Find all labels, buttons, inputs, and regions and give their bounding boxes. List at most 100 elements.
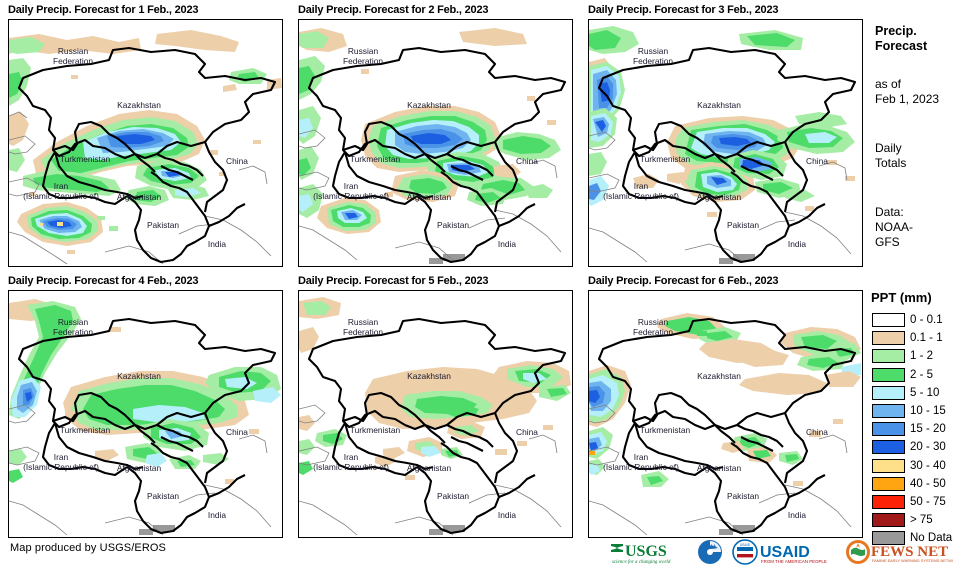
svg-text:Kazakhstan: Kazakhstan [407, 371, 451, 381]
precip-raster-5 [299, 297, 571, 535]
legend-label: 50 - 75 [910, 495, 946, 508]
forecast-panel-6: Daily Precip. Forecast for 6 Feb., 2023 [588, 275, 863, 538]
legend-swatch [872, 313, 905, 328]
map-canvas-4: Russian Federation Kazakhstan Turkmenist… [9, 291, 282, 537]
legend-row: 15 - 20 [872, 420, 965, 438]
svg-text:Pakistan: Pakistan [727, 491, 759, 501]
legend-row: 40 - 50 [872, 475, 965, 493]
svg-text:(Islamic Republic of): (Islamic Republic of) [313, 462, 389, 472]
info-totals-line2: Totals [875, 156, 907, 170]
label-iran: Iran [54, 181, 69, 191]
svg-text:Turkmenistan: Turkmenistan [60, 425, 111, 435]
legend-label: 1 - 2 [910, 350, 934, 363]
svg-text:Pakistan: Pakistan [437, 220, 469, 230]
map-frame-5: Russian Federation Kazakhstan Turkmenist… [298, 290, 573, 538]
legend-label: 40 - 50 [910, 477, 946, 490]
label-china: China [226, 156, 248, 166]
precip-raster-1 [9, 30, 282, 254]
svg-text:USAID: USAID [740, 543, 751, 547]
legend-row: 10 - 15 [872, 402, 965, 420]
svg-text:FEWS NET: FEWS NET [871, 544, 948, 560]
svg-text:(Islamic Republic of): (Islamic Republic of) [23, 191, 99, 201]
map-frame-1: Russian Federation Kazakhstan Turkmenist… [8, 19, 283, 267]
info-asof-line1: as of [875, 77, 902, 91]
legend-swatch [872, 349, 905, 364]
country-borders-2 [307, 46, 567, 264]
svg-text:China: China [516, 156, 538, 166]
svg-text:Afghanistan: Afghanistan [697, 192, 742, 202]
legend-swatch [872, 476, 905, 491]
agency-logos: USGS science for a changing world NOAA U… [610, 538, 953, 566]
forecast-panel-4: Daily Precip. Forecast for 4 Feb., 2023 [8, 275, 283, 538]
legend-row: 2 - 5 [872, 366, 965, 384]
svg-text:Afghanistan: Afghanistan [697, 463, 742, 473]
forecast-panel-3: Daily Precip. Forecast for 3 Feb., 2023 [588, 4, 863, 267]
svg-text:Turkmenistan: Turkmenistan [640, 154, 691, 164]
info-totals-line1: Daily [875, 141, 902, 155]
map-labels-2: Russian Federation Kazakhstan Turkmenist… [313, 46, 538, 249]
map-labels-4: Russian Federation Kazakhstan Turkmenist… [23, 317, 248, 520]
legend-row: 30 - 40 [872, 457, 965, 475]
svg-text:Turkmenistan: Turkmenistan [350, 425, 401, 435]
map-labels-1: Russian Federation Kazakhstan Turkmenist… [23, 46, 248, 249]
svg-text:(Islamic Republic of): (Islamic Republic of) [603, 191, 679, 201]
precip-raster-2 [299, 28, 561, 264]
svg-text:Kazakhstan: Kazakhstan [697, 100, 741, 110]
map-frame-3: Russian Federation Kazakhstan Turkmenist… [588, 19, 863, 267]
svg-text:FAMINE EARLY WARNING SYSTEMS N: FAMINE EARLY WARNING SYSTEMS NETWORK [872, 558, 953, 563]
svg-text:science for a changing world: science for a changing world [612, 560, 671, 565]
label-pakistan: Pakistan [147, 220, 179, 230]
svg-text:China: China [806, 156, 828, 166]
label-russian-federation: Russian [58, 46, 89, 56]
panel-title-3: Daily Precip. Forecast for 3 Feb., 2023 [588, 4, 779, 16]
svg-text:FROM THE AMERICAN PEOPLE: FROM THE AMERICAN PEOPLE [761, 559, 827, 564]
country-borders-4 [17, 317, 277, 535]
forecast-panel-2: Daily Precip. Forecast for 2 Feb., 2023 [298, 4, 573, 267]
secondary-borders-1 [9, 111, 272, 265]
svg-text:Iran: Iran [634, 452, 649, 462]
map-frame-6: Russian Federation Kazakhstan Turkmenist… [588, 290, 863, 538]
info-data-line1: Data: [875, 205, 904, 219]
map-frame-2: Russian Federation Kazakhstan Turkmenist… [298, 19, 573, 267]
map-graphic-1: Russian Federation Kazakhstan Turkmenist… [9, 30, 282, 265]
map-frame-4: Russian Federation Kazakhstan Turkmenist… [8, 290, 283, 538]
panel-title-4: Daily Precip. Forecast for 4 Feb., 2023 [8, 275, 199, 287]
svg-text:Russian: Russian [638, 46, 669, 56]
map-canvas-2: Russian Federation Kazakhstan Turkmenist… [299, 20, 572, 266]
legend-swatch [872, 513, 905, 528]
map-labels-3: Russian Federation Kazakhstan Turkmenist… [603, 46, 828, 249]
svg-text:(Islamic Republic of): (Islamic Republic of) [23, 462, 99, 472]
legend-label: 5 - 10 [910, 386, 940, 399]
svg-text:Iran: Iran [344, 452, 359, 462]
svg-text:India: India [498, 510, 517, 520]
svg-text:NOAA: NOAA [704, 543, 716, 548]
map-producer-credit: Map produced by USGS/EROS [10, 542, 166, 554]
svg-text:Russian: Russian [58, 317, 89, 327]
secondary-borders-5 [299, 404, 562, 536]
panel-title-5: Daily Precip. Forecast for 5 Feb., 2023 [298, 275, 489, 287]
legend-label: > 75 [910, 514, 933, 527]
map-graphic-6: Russian Federation Kazakhstan Turkmenist… [589, 313, 861, 536]
map-graphic-5: Russian Federation Kazakhstan Turkmenist… [299, 297, 571, 536]
country-borders-3 [597, 46, 857, 264]
svg-text:Afghanistan: Afghanistan [407, 192, 452, 202]
fewsnet-logo: FEWS NET FAMINE EARLY WARNING SYSTEMS NE… [845, 539, 953, 565]
legend-label: 10 - 15 [910, 405, 946, 418]
secondary-borders-2 [299, 129, 562, 261]
svg-text:Federation: Federation [343, 56, 383, 66]
svg-text:Russian: Russian [638, 317, 669, 327]
legend-row: 0 - 0.1 [872, 311, 965, 329]
legend-title: PPT (mm) [871, 290, 932, 305]
panel-title-1: Daily Precip. Forecast for 1 Feb., 2023 [8, 4, 199, 16]
svg-text:India: India [208, 510, 227, 520]
legend-label: 0.1 - 1 [910, 332, 943, 345]
map-labels-5: Russian Federation Kazakhstan Turkmenist… [313, 317, 538, 520]
map-graphic-3: Russian Federation Kazakhstan Turkmenist… [589, 26, 857, 264]
info-data-line2: NOAA- [875, 220, 914, 234]
legend-label: 0 - 0.1 [910, 314, 943, 327]
svg-text:USAID: USAID [760, 544, 810, 561]
svg-text:Federation: Federation [633, 327, 673, 337]
svg-text:(Islamic Republic of): (Islamic Republic of) [313, 191, 389, 201]
svg-text:Pakistan: Pakistan [147, 491, 179, 501]
